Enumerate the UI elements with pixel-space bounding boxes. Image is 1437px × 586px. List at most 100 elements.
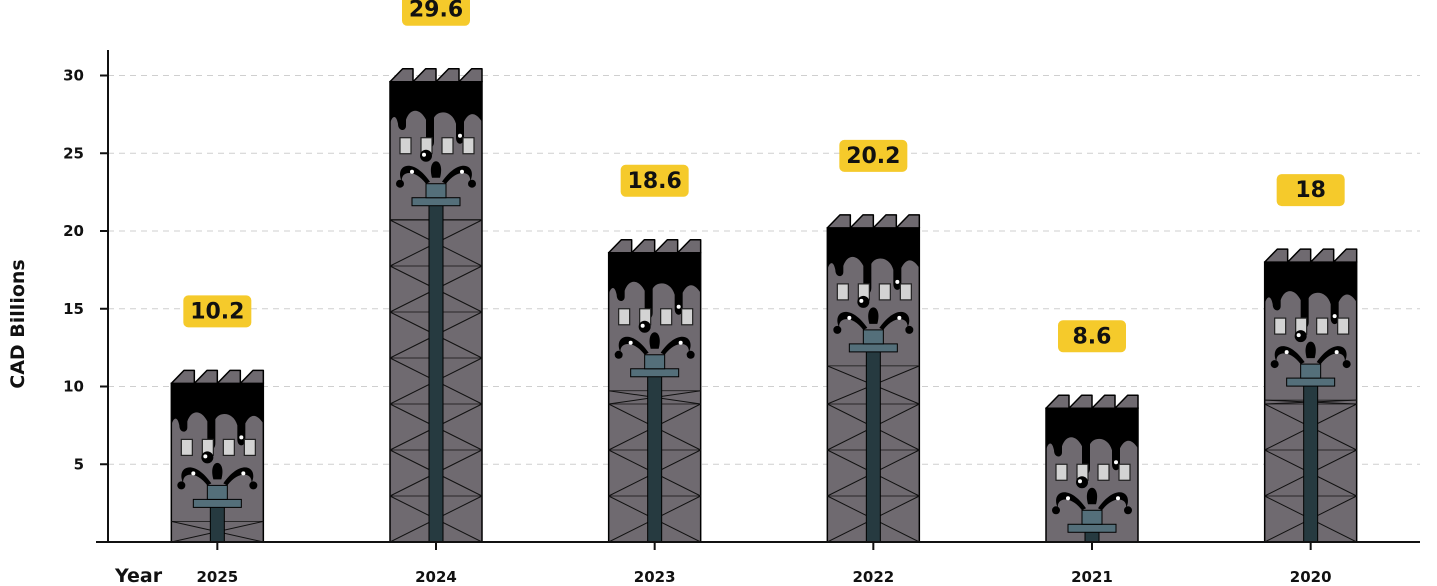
window [1316,317,1329,335]
oil-drop [1294,330,1307,343]
oil-drop-highlight [640,323,645,328]
oil-splash [442,165,472,184]
oil-splash [400,165,430,184]
oil-drop [686,350,695,359]
value-label-bg [183,295,252,328]
oil-highlight [458,133,462,138]
bar-2024 [389,67,483,542]
x-axis-title: Year [114,565,163,586]
oil-drop-highlight [203,454,208,459]
well-valve [862,329,884,345]
window [399,137,412,155]
oil-drop-highlight [847,315,852,320]
oil-drop-highlight [460,169,464,174]
oil-drop [1052,506,1060,515]
oil-drop [1270,360,1279,369]
oil-highlight [1332,314,1337,319]
value-label: 8.6 [1073,324,1112,349]
oil-drop [177,481,186,490]
well-valve [644,354,666,370]
gridlines [108,75,1420,465]
value-label: 18.6 [628,169,682,194]
bar-2021 [1045,394,1139,542]
oil-splash [1086,487,1098,505]
derrick-pipe [428,197,444,542]
y-tick-label: 30 [63,67,84,85]
y-tick-label: 5 [74,455,84,473]
window [878,283,891,301]
oil-band [1264,262,1357,329]
window [441,137,454,155]
x-tick-label: 2021 [1071,568,1113,586]
value-label-2021: 8.6 [1058,320,1126,353]
y-tick-label: 10 [63,378,84,396]
value-label: 29.6 [409,0,463,23]
oil-drop [396,179,404,188]
oil-splash [660,336,691,355]
window [836,283,849,301]
oil-drop [201,451,214,464]
well-valve [206,484,228,500]
value-labels: 10.2 29.6 18.6 20.2 8.6 18 [183,0,1345,353]
well-valve [1300,363,1322,379]
window [618,308,631,326]
oil-drop-highlight [678,340,683,345]
y-axis-title: CAD Billions [7,259,29,388]
oil-splash [868,307,879,324]
value-label-bg [402,0,470,26]
oil-band [608,252,701,319]
oil-drop-highlight [191,471,196,476]
oil-drop-highlight [241,471,246,476]
oil-splash [1098,492,1128,511]
oil-band [390,81,482,148]
well-valve [425,183,447,199]
oil-splash [1274,346,1305,365]
bar-2023 [607,239,702,542]
value-label: 18 [1295,178,1326,203]
oil-splash [1056,492,1086,511]
oil-splash [212,462,223,480]
bar-2020 [1263,248,1358,542]
bar-roof [607,239,702,254]
oil-drop-highlight [859,298,864,303]
bar-roof [1045,394,1139,410]
value-label-2022: 20.2 [839,139,908,172]
oil-splash [1305,341,1316,359]
oil-drop-highlight [410,169,414,174]
oil-highlight [676,304,681,309]
value-label-2023: 18.6 [620,164,689,197]
oil-band [1046,408,1138,475]
oil-splash [181,467,212,486]
value-label: 10.2 [190,299,244,324]
bar-2022 [826,214,921,542]
derrick-pipe [1303,377,1319,542]
oil-band [171,383,264,450]
y-tick-label: 20 [63,222,84,240]
oil-drop-highlight [1066,496,1070,501]
oil-drop-highlight [628,340,633,345]
axes [96,50,1420,543]
bar-roof [1263,248,1358,263]
value-label-2025: 10.2 [183,295,252,328]
oil-drop [468,179,476,188]
window [660,308,673,326]
oil-splash [879,311,910,330]
well-head [1067,523,1117,533]
oil-highlight [895,279,900,284]
y-tick-label: 25 [63,144,84,162]
well-head [1286,377,1336,387]
well-head [630,368,680,378]
value-label-2024: 29.6 [402,0,470,26]
oil-splash [1316,346,1347,365]
oil-splash [223,467,254,486]
oil-drop-highlight [897,315,902,320]
bars [170,67,1358,542]
oil-drop-highlight [1296,333,1301,338]
oil-highlight [239,435,244,440]
window [243,438,256,456]
window [1055,463,1068,481]
oil-drop-highlight [1078,479,1082,484]
y-tick-label: 15 [63,300,84,318]
